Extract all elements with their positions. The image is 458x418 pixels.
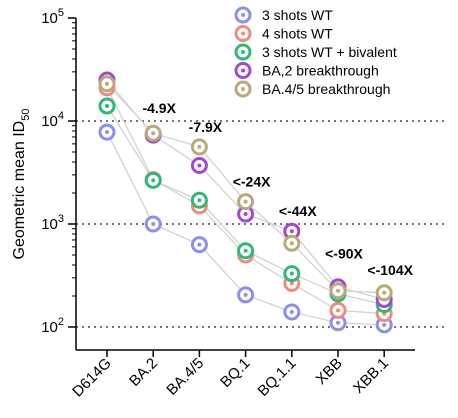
legend-label: BA,2 breakthrough [262,63,379,79]
data-point [190,156,208,174]
x-tick-label: XBB [313,355,346,388]
legend-item: 3 shots WT [234,6,333,24]
y-axis-label: Geometric mean ID50 [11,109,32,260]
legend: 3 shots WT 4 shots WT 3 shots WT + bivalen… [234,6,397,98]
y-axis-label-subscript: 50 [20,109,32,121]
x-tick-label: BA.4/5 [163,355,207,399]
x-tick-label: BQ.1 [217,355,253,391]
data-point [237,193,255,211]
data-point [190,191,208,209]
data-point [283,303,301,321]
legend-item: BA.4/5 breakthrough [234,80,390,98]
legend-label: 3 shots WT [262,7,333,23]
y-tick-label: 105 [41,7,64,27]
data-point [98,75,116,93]
legend-label: 4 shots WT [262,26,333,42]
legend-label: 3 shots WT + bivalent [262,44,397,60]
data-point [98,97,116,115]
data-point [375,284,393,302]
x-tick-label: D614G [69,355,115,401]
x-tick-label: XBB.1 [350,355,392,397]
annotations: -4.9X -7.9X <-24X <-44X <-90X<-104X [142,100,413,278]
data-point [144,215,162,233]
data-point [283,265,301,283]
data-point [190,138,208,156]
y-ticks: 102 103 104 105 [41,7,76,336]
legend-item: 3 shots WT + bivalent [234,43,397,61]
legend-item: 4 shots WT [234,25,333,42]
data-point [144,124,162,142]
y-axis-label-main: Geometric mean ID [11,121,28,260]
x-tick-label: BQ.1.1 [255,355,300,400]
data-point [98,123,116,141]
fold-change-label: <-90X [325,246,363,262]
fold-change-label: <-44X [279,203,317,219]
data-point [329,301,347,319]
data-point [237,286,255,304]
fold-change-label: <-104X [367,262,413,278]
legend-label: BA.4/5 breakthrough [262,81,390,97]
data-point [283,234,301,252]
y-tick-label: 102 [41,316,64,336]
y-tick-label: 103 [41,213,64,233]
legend-item: BA,2 breakthrough [234,62,379,79]
fold-change-label: <-24X [233,174,271,190]
fold-change-label: -7.9X [189,119,223,135]
x-tick-label: BA.2 [126,355,161,390]
y-tick-label: 104 [41,110,64,130]
x-ticks: D614G BA.2 BA.4/5 BQ.1 BQ.1.1 XBB XBB.1 [69,350,392,400]
data-point [144,171,162,189]
data-point [283,222,301,240]
data-point [190,236,208,254]
data-points [98,71,393,334]
data-point [237,242,255,260]
data-point [329,282,347,300]
fold-change-label: -4.9X [142,100,176,116]
